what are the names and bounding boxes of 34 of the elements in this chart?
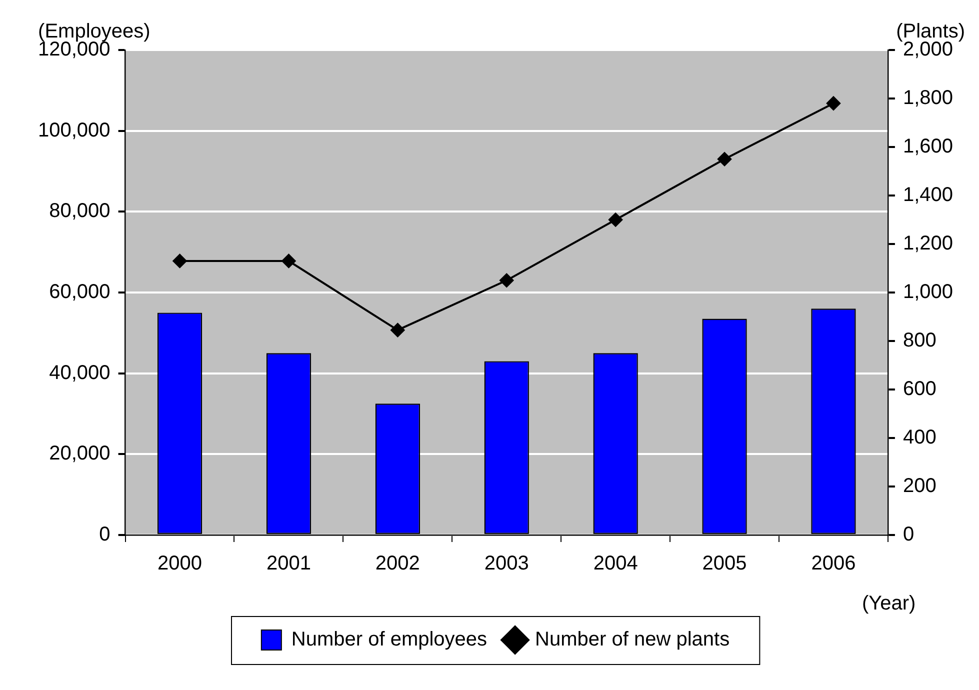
- y2-tick-label: 200: [902, 475, 936, 498]
- y-tick-label: 60,000: [49, 281, 110, 304]
- point: [826, 96, 840, 110]
- point: [172, 254, 187, 268]
- point: [500, 273, 514, 288]
- y2-tick-label: 400: [902, 426, 936, 449]
- y2-tick-label: 1,600: [902, 136, 954, 158]
- y-tick-label: 100,000: [38, 119, 110, 142]
- x-tick-label: 2006: [811, 552, 856, 575]
- y-tick-label: 80,000: [49, 200, 110, 222]
- point: [718, 152, 732, 166]
- legend-label: Number of employees: [291, 628, 488, 651]
- legend-label: Number of new plants: [535, 628, 730, 651]
- y2-tick-label: 1,000: [902, 281, 954, 304]
- x-tick-label: 2000: [158, 552, 202, 575]
- y-tick-label: 20,000: [49, 442, 110, 465]
- x-tick-label: 2004: [593, 552, 638, 575]
- y-tick-label: 0: [99, 524, 110, 546]
- y2-tick-label: 1,400: [902, 184, 954, 206]
- x-axis-title: (Year): [862, 592, 916, 615]
- y-tick-label: 40,000: [49, 362, 110, 384]
- y2-tick-label: 1,800: [902, 87, 954, 110]
- y2-tick-label: 800: [902, 330, 936, 352]
- point: [282, 254, 296, 268]
- x-tick-label: 2003: [484, 552, 529, 575]
- y-axis-title: (Employees): [38, 20, 150, 43]
- point: [608, 212, 623, 227]
- y2-tick-label: 1,200: [902, 232, 954, 255]
- y2-tick-label: 600: [902, 378, 936, 400]
- x-tick-label: 2001: [266, 552, 311, 575]
- point: [390, 323, 405, 338]
- x-tick-label: 2005: [702, 552, 747, 575]
- x-tick-label: 2002: [375, 552, 420, 575]
- y2-tick-label: 0: [902, 524, 914, 546]
